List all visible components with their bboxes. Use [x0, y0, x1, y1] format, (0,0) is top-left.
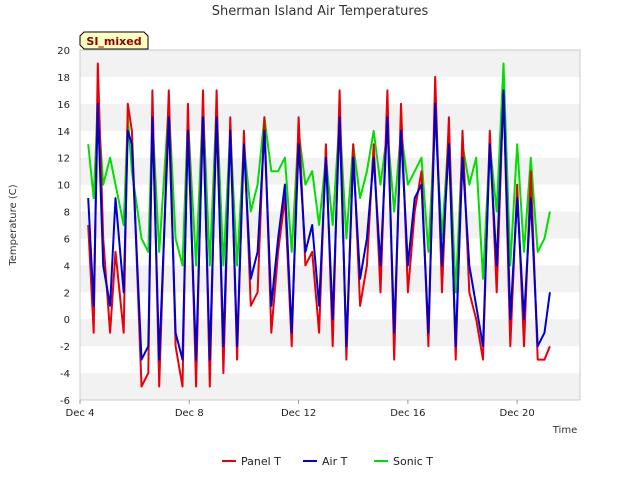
- series-line-air-t: [87, 89, 551, 361]
- y-tick-label: 4: [64, 261, 70, 272]
- grid-band: [80, 130, 580, 158]
- x-tick-label: Dec 12: [281, 408, 316, 419]
- x-axis-label: Time: [552, 425, 577, 436]
- y-tick-label: 8: [64, 208, 70, 219]
- plot-frame: [79, 49, 581, 401]
- y-tick-label: 16: [57, 100, 70, 111]
- y-tick-label: 2: [64, 288, 70, 299]
- legend: Panel T Air T Sonic T: [222, 455, 433, 468]
- grid-band: [80, 76, 580, 104]
- series-lines: [87, 62, 551, 388]
- y-tick-label: 6: [64, 234, 70, 245]
- y-axis-ticks: -6 -4 -2 0 2 4 6 8 10 12 14 16 18 20: [57, 46, 70, 407]
- y-tick-label: -4: [60, 369, 70, 380]
- x-tick-label: Dec 4: [66, 408, 95, 419]
- y-tick-label: -2: [60, 342, 70, 353]
- x-tick-label: Dec 20: [500, 408, 535, 419]
- badge-label: SI_mixed: [86, 35, 141, 48]
- y-tick-label: 10: [57, 181, 70, 192]
- y-tick-label: 12: [57, 154, 70, 165]
- badge-box: [79, 31, 149, 50]
- x-axis-ticks: Dec 4 Dec 8 Dec 12 Dec 16 Dec 20: [66, 400, 535, 419]
- chart-title: Sherman Island Air Temperatures: [212, 4, 429, 19]
- grid-band: [80, 103, 580, 131]
- grid-band: [80, 50, 580, 77]
- grid-band: [80, 319, 580, 347]
- y-axis-label: Temperature (C): [8, 184, 19, 266]
- grid-band: [80, 373, 580, 400]
- grid-band: [80, 292, 580, 320]
- y-tick-label: 14: [57, 127, 70, 138]
- y-tick-label: 20: [57, 46, 70, 57]
- y-tick-label: 18: [57, 73, 70, 84]
- y-tick-label: 0: [64, 315, 70, 326]
- x-tick-label: Dec 8: [175, 408, 204, 419]
- legend-label: Panel T: [241, 455, 281, 468]
- y-tick-label: -6: [60, 396, 70, 407]
- grid-band: [80, 346, 580, 374]
- legend-label: Sonic T: [393, 455, 433, 468]
- series-line-sonic-t: [87, 62, 551, 294]
- legend-label: Air T: [322, 455, 348, 468]
- x-tick-label: Dec 16: [390, 408, 425, 419]
- mixed-badge: SI_mixed: [79, 31, 149, 50]
